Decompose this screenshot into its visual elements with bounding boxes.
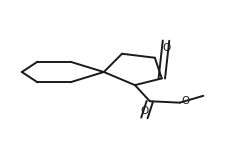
Text: O: O: [162, 43, 170, 53]
Text: O: O: [181, 96, 189, 106]
Text: O: O: [140, 107, 148, 116]
